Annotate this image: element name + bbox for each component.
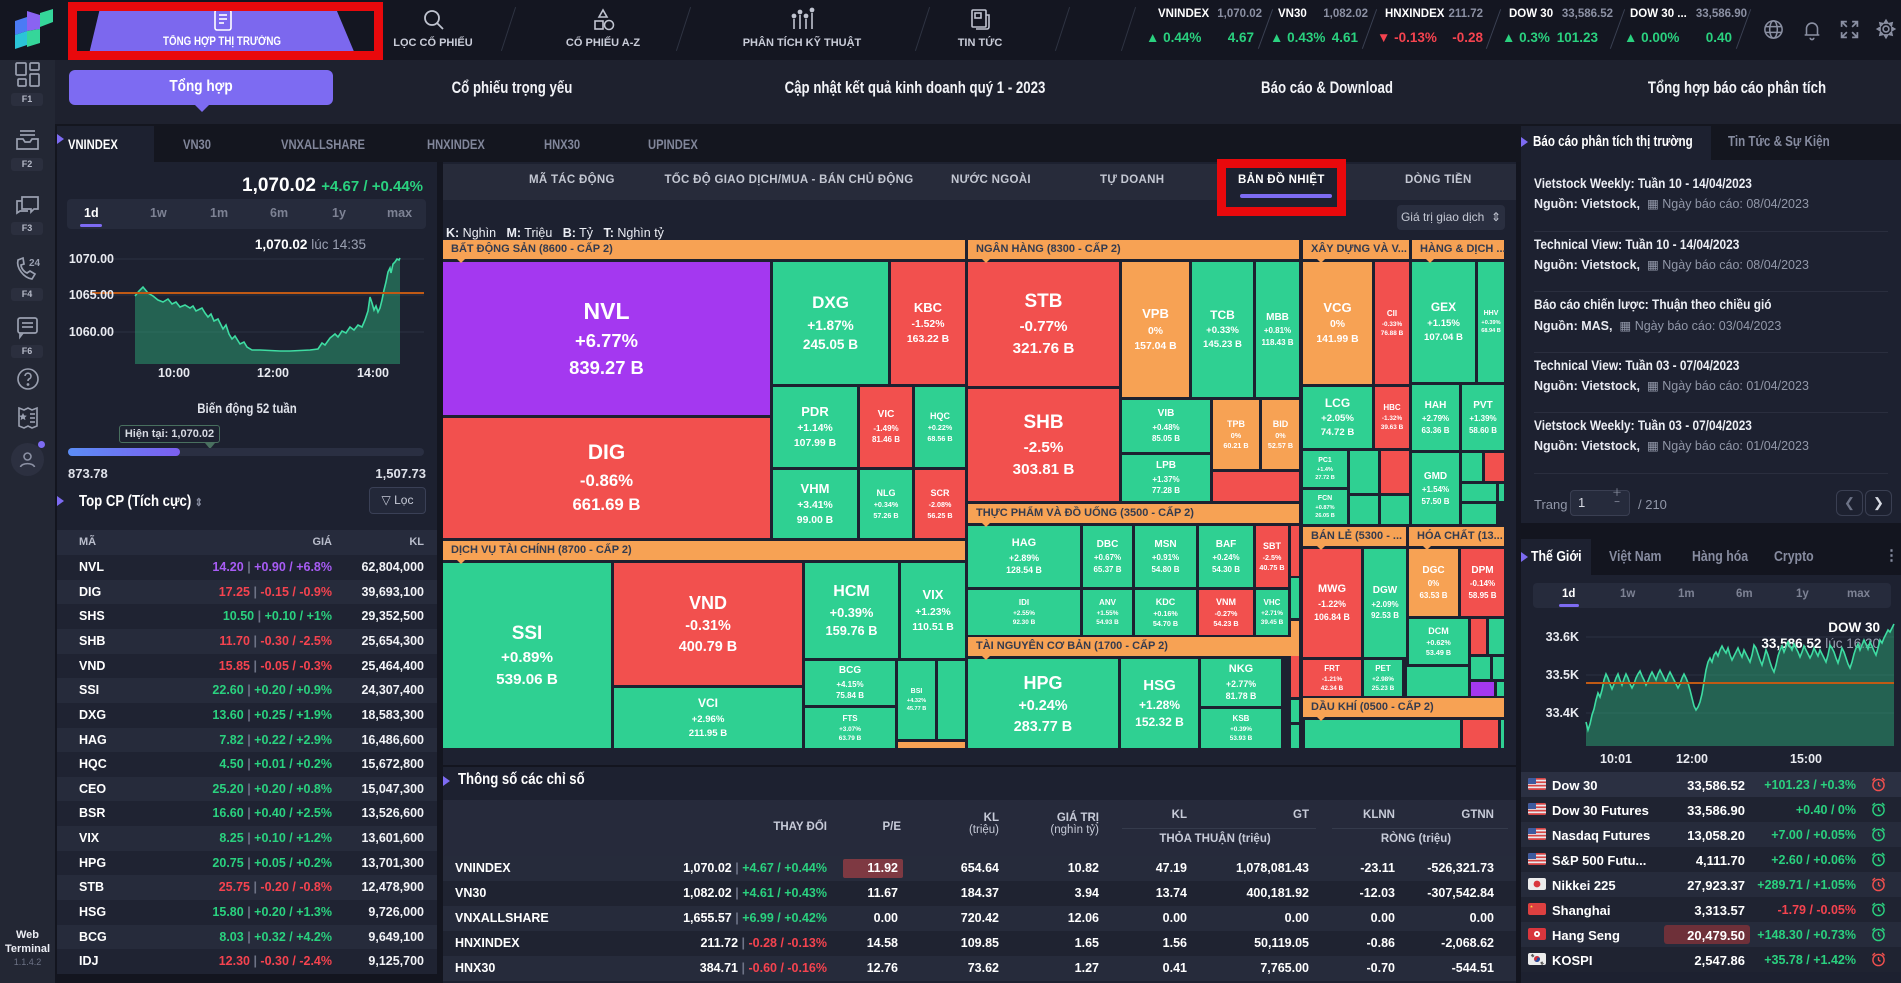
svg-text:24: 24 [29, 258, 41, 269]
